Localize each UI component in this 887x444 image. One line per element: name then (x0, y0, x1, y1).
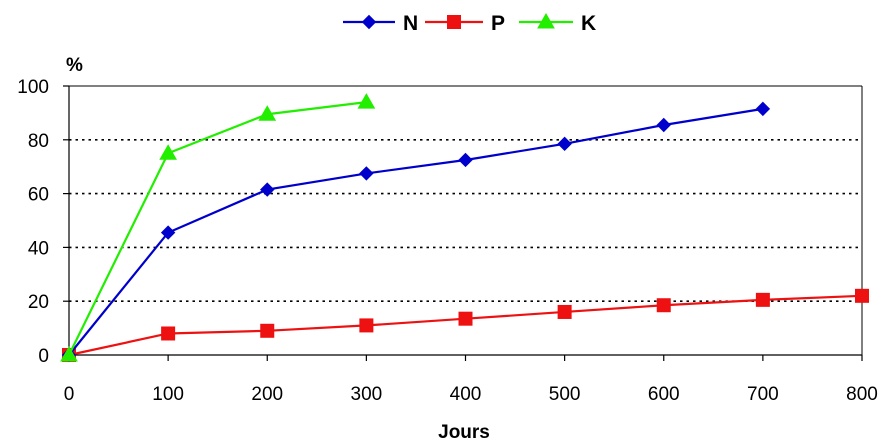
point-n-400 (458, 152, 473, 168)
x-tick-label-200: 200 (251, 384, 283, 405)
series-k (60, 93, 376, 362)
point-k-300 (357, 93, 376, 109)
point-p-800 (855, 288, 869, 303)
y-tick-label-0: 0 (38, 346, 49, 367)
point-p-300 (359, 318, 374, 333)
x-tick-label-400: 400 (450, 384, 482, 405)
x-tick-label-300: 300 (351, 384, 383, 405)
point-p-500 (557, 304, 572, 319)
legend-item-k: K (519, 12, 596, 35)
series-line-n (68, 107, 764, 356)
y-tick-label-40: 40 (28, 238, 49, 259)
y-tick-label-80: 80 (28, 131, 49, 152)
legend-item-n: N (343, 12, 418, 35)
point-k-0 (60, 345, 78, 362)
point-n-300 (359, 166, 374, 181)
point-p-400 (458, 311, 473, 326)
y-axis-label: % (66, 55, 83, 76)
x-tick-label-800: 800 (846, 384, 878, 405)
point-n-100 (160, 225, 176, 240)
y-tick-label-100: 100 (17, 77, 49, 98)
legend-marker-k (537, 12, 555, 29)
y-tick-label-60: 60 (28, 185, 49, 206)
series-p (62, 288, 869, 362)
legend-marker-p (447, 15, 461, 29)
legend-label-k: K (581, 12, 596, 35)
legend-label-n: N (403, 12, 418, 35)
point-n-500 (557, 136, 572, 152)
point-p-200 (260, 323, 275, 338)
point-p-700 (755, 292, 770, 307)
point-n-700 (755, 101, 771, 117)
y-tick-label-20: 20 (28, 292, 49, 313)
series-line-k (68, 101, 367, 356)
point-k-100 (159, 144, 177, 160)
point-n-600 (656, 117, 671, 133)
legend-item-p: P (425, 12, 505, 35)
series-n (61, 101, 771, 363)
legend-marker-n (361, 14, 377, 30)
x-tick-label-500: 500 (549, 384, 581, 405)
x-axis-label: Jours (438, 422, 490, 443)
point-n-200 (260, 182, 275, 197)
x-tick-label-600: 600 (648, 384, 680, 405)
x-tick-label-700: 700 (747, 384, 779, 405)
x-tick-label-100: 100 (152, 384, 184, 405)
legend-label-p: P (491, 12, 505, 35)
point-p-100 (161, 326, 176, 341)
point-p-600 (656, 298, 671, 313)
x-tick-label-0: 0 (64, 384, 75, 405)
point-k-200 (258, 105, 277, 121)
